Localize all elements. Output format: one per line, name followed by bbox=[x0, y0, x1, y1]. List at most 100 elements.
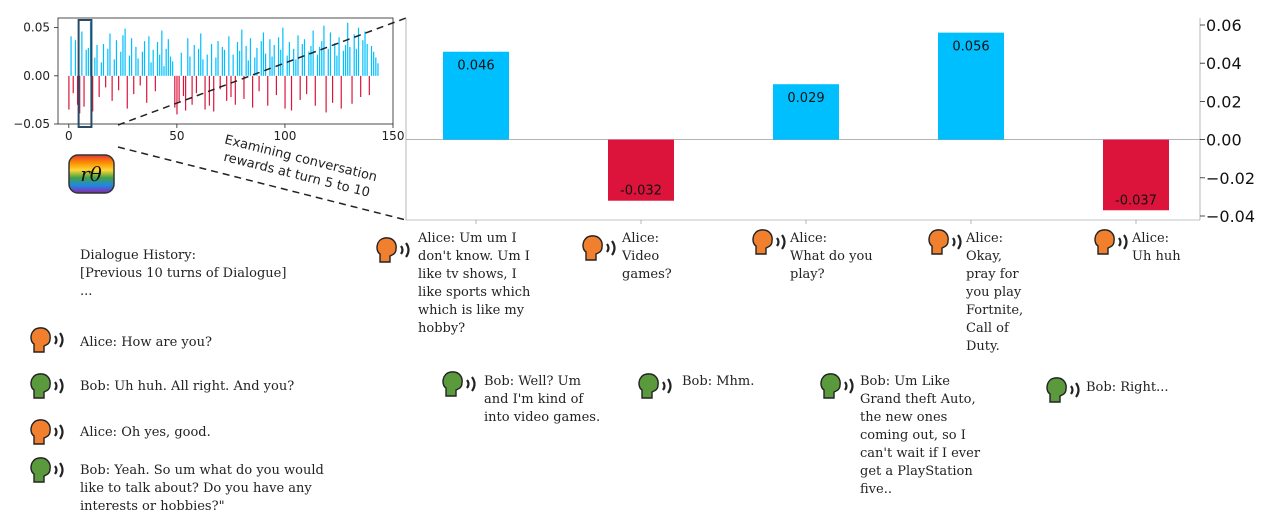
overview-bar bbox=[267, 75, 269, 106]
zoom-bar bbox=[608, 139, 674, 201]
overview-y-tick-label: 0.00 bbox=[23, 69, 50, 83]
overview-bar bbox=[230, 75, 232, 98]
history-turn: Alice: How are you? bbox=[80, 335, 212, 350]
overview-bar bbox=[189, 56, 191, 76]
overview-bar bbox=[133, 75, 135, 95]
overview-bar bbox=[245, 45, 247, 76]
overview-bar bbox=[249, 38, 252, 76]
overview-bar bbox=[96, 44, 98, 76]
zoom-y-tick-label: −0.02 bbox=[1206, 169, 1255, 188]
overview-bar bbox=[70, 36, 72, 76]
overview-bar bbox=[148, 36, 150, 76]
history-turn: Bob: Uh huh. All right. And you? bbox=[80, 379, 295, 394]
overview-bar bbox=[282, 27, 284, 76]
overview-bar bbox=[141, 51, 143, 76]
overview-bar bbox=[334, 43, 336, 76]
overview-bar bbox=[167, 39, 169, 76]
overview-bar bbox=[109, 33, 111, 76]
overview-bar bbox=[377, 63, 379, 76]
overview-bar bbox=[172, 61, 174, 76]
overview-bar bbox=[213, 75, 215, 112]
zoom-bar-label: -0.037 bbox=[1115, 193, 1157, 208]
overview-bar bbox=[277, 37, 280, 76]
overview-bar bbox=[139, 75, 141, 86]
overview-bar bbox=[373, 51, 375, 76]
overview-y-tick-label: 0.05 bbox=[23, 21, 50, 35]
overview-bar bbox=[72, 75, 74, 94]
overview-bar bbox=[327, 48, 329, 76]
overview-bar bbox=[68, 75, 70, 110]
bob-speaker-icon bbox=[442, 370, 482, 403]
overview-bar bbox=[262, 32, 265, 76]
bob-speaker-icon bbox=[820, 372, 860, 405]
overview-bar bbox=[366, 44, 368, 76]
overview-bar bbox=[236, 42, 239, 76]
zoom-y-tick-label: 0.04 bbox=[1206, 54, 1242, 73]
history-turn: Bob: Yeah. So um what do you would like … bbox=[80, 463, 324, 514]
alice-speaker-icon bbox=[30, 418, 70, 451]
overview-reward-chart: 0 50 100 150 0.05 0.00 −0.05 bbox=[13, 17, 405, 143]
zoom-y-tick-label: 0.00 bbox=[1206, 131, 1242, 150]
examined-turn: Bob: Well? Um and I'm kind of into video… bbox=[484, 374, 601, 425]
reward-icon-label: rθ bbox=[80, 162, 102, 186]
alice-speaker-icon bbox=[928, 228, 968, 261]
reward-model-icon: rθ bbox=[68, 154, 115, 194]
overview-x-tick-label: 50 bbox=[169, 129, 184, 143]
overview-bar bbox=[115, 40, 118, 76]
examined-turn: Alice: What do you play? bbox=[790, 231, 873, 282]
overview-bar bbox=[182, 75, 185, 97]
zoom-bar-label: 0.056 bbox=[952, 40, 989, 55]
overview-bar bbox=[180, 52, 182, 76]
history-note: [Previous 10 turns of Dialogue] bbox=[80, 266, 287, 281]
overview-bar bbox=[256, 47, 258, 76]
alice-speaker-icon bbox=[1094, 228, 1134, 261]
overview-bar bbox=[113, 59, 115, 76]
overview-x-tick-label: 100 bbox=[273, 129, 296, 143]
overview-bar bbox=[288, 42, 290, 76]
overview-bar bbox=[314, 75, 316, 106]
zoomed-reward-chart: 0.046 -0.032 0.029 0.056 -0.037 0.06 0.04 0.02… bbox=[405, 16, 1255, 226]
overview-bar bbox=[221, 46, 223, 76]
overview-bar bbox=[126, 75, 128, 109]
overview-bar bbox=[321, 41, 323, 76]
history-ellipsis: ... bbox=[80, 284, 93, 299]
overview-bar bbox=[299, 75, 301, 100]
alice-speaker-icon bbox=[752, 228, 792, 261]
overview-bar bbox=[284, 75, 286, 109]
alice-speaker-icon bbox=[30, 326, 70, 359]
overview-bar bbox=[252, 75, 254, 108]
overview-bar bbox=[185, 75, 187, 111]
overview-bar bbox=[210, 44, 213, 76]
overview-bar bbox=[83, 75, 85, 107]
zoom-y-tick-label: 0.06 bbox=[1206, 16, 1242, 35]
overview-bar bbox=[269, 39, 271, 76]
overview-bar bbox=[297, 35, 299, 76]
overview-bar bbox=[163, 66, 165, 76]
overview-bar bbox=[215, 57, 217, 76]
overview-x-tick-label: 150 bbox=[382, 129, 405, 143]
overview-bar bbox=[290, 75, 293, 111]
overview-bar bbox=[375, 57, 377, 76]
overview-bar bbox=[308, 51, 310, 76]
zoom-y-tick-label: 0.02 bbox=[1206, 92, 1242, 111]
bob-speaker-icon bbox=[30, 456, 70, 489]
overview-bar bbox=[137, 58, 139, 76]
overview-bar bbox=[204, 75, 206, 110]
overview-bar bbox=[128, 55, 131, 76]
overview-bar bbox=[187, 38, 189, 76]
overview-bar bbox=[92, 75, 94, 112]
overview-bar bbox=[340, 75, 342, 109]
zoom-annotation: Examining conversation rewards at turn 5… bbox=[222, 133, 379, 201]
overview-bar bbox=[344, 44, 347, 76]
overview-bar bbox=[176, 75, 178, 115]
overview-bar bbox=[243, 75, 245, 99]
overview-bar bbox=[202, 59, 204, 76]
overview-bar bbox=[94, 57, 96, 76]
overview-bar bbox=[355, 48, 357, 76]
overview-bar bbox=[349, 46, 351, 76]
overview-bar bbox=[169, 56, 172, 76]
overview-bar bbox=[347, 22, 349, 76]
overview-bar bbox=[295, 59, 297, 76]
overview-bar bbox=[247, 60, 249, 76]
overview-bar bbox=[98, 75, 100, 98]
